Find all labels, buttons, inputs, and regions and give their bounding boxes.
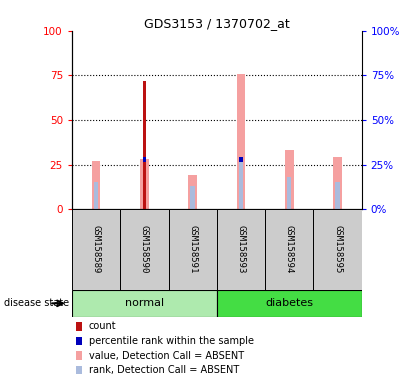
Text: count: count <box>88 321 116 331</box>
Bar <box>285 151 293 209</box>
Text: percentile rank within the sample: percentile rank within the sample <box>88 336 254 346</box>
Bar <box>169 209 217 290</box>
Bar <box>237 74 245 209</box>
Bar <box>333 157 342 209</box>
Text: GSM158595: GSM158595 <box>333 225 342 274</box>
Bar <box>143 157 146 162</box>
Bar <box>287 177 291 209</box>
Text: GSM158589: GSM158589 <box>92 225 101 274</box>
Bar <box>265 209 314 290</box>
Bar <box>239 159 243 209</box>
Bar <box>140 159 149 209</box>
Text: GSM158590: GSM158590 <box>140 225 149 274</box>
Text: disease state: disease state <box>4 298 69 308</box>
Bar <box>120 209 169 290</box>
Text: GSM158591: GSM158591 <box>188 225 197 274</box>
Title: GDS3153 / 1370702_at: GDS3153 / 1370702_at <box>144 17 290 30</box>
Bar <box>72 290 217 317</box>
Bar <box>239 157 242 162</box>
Bar <box>188 175 197 209</box>
Bar <box>335 182 340 209</box>
Text: normal: normal <box>125 298 164 308</box>
Bar <box>92 161 100 209</box>
Bar <box>190 186 195 209</box>
Text: GSM158594: GSM158594 <box>285 225 294 274</box>
Text: value, Detection Call = ABSENT: value, Detection Call = ABSENT <box>88 351 244 361</box>
Text: GSM158593: GSM158593 <box>236 225 245 274</box>
Bar <box>94 182 98 209</box>
Bar <box>143 81 146 209</box>
Bar <box>72 209 120 290</box>
Text: rank, Detection Call = ABSENT: rank, Detection Call = ABSENT <box>88 365 239 375</box>
Bar <box>314 209 362 290</box>
Bar <box>217 290 362 317</box>
Bar <box>217 209 265 290</box>
Text: diabetes: diabetes <box>265 298 313 308</box>
